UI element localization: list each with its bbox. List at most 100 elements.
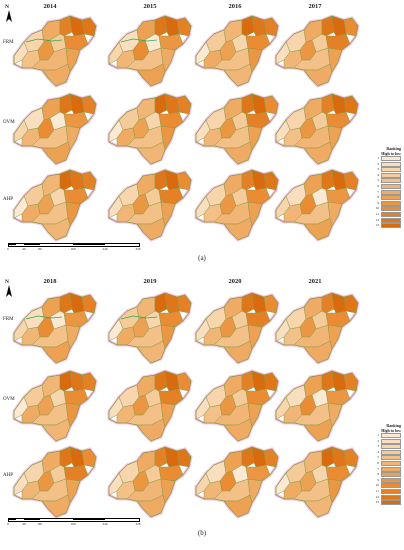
- legend-swatch: [381, 455, 401, 461]
- river-line: [25, 315, 63, 320]
- district-region: [81, 171, 97, 191]
- scale-bar: 0 40 80 160 240 320: [7, 518, 143, 530]
- legend-entry: 11: [367, 211, 401, 218]
- legend-swatch: [381, 200, 401, 206]
- scale-bar: 0 40 80 160 240 320: [7, 243, 143, 255]
- district-region: [81, 95, 97, 115]
- legend-swatch: [381, 449, 401, 455]
- north-arrow-icon: N: [4, 4, 14, 25]
- legend-rank-label: 4: [377, 449, 379, 454]
- legend-entry: 2: [367, 438, 401, 445]
- legend-swatch: [381, 167, 401, 173]
- method-label: OVM: [3, 397, 15, 402]
- legend: Ranking High to low 1 2 3 4 5 6 7 8 9 10 11 12 13: [367, 423, 401, 506]
- scale-bar-tick-label: 40: [22, 522, 26, 526]
- legend-rank-label: 9: [377, 477, 379, 482]
- legend-rank-label: 6: [377, 460, 379, 465]
- river-line: [120, 38, 158, 43]
- legend-swatch: [381, 488, 401, 494]
- legend-entry: 10: [367, 206, 401, 212]
- legend-rank-label: 12: [375, 217, 379, 222]
- legend-subtitle: High to low: [381, 428, 401, 433]
- choropleth-map: [190, 367, 282, 443]
- year-label: 2017: [308, 3, 322, 10]
- legend-rank-label: 8: [377, 195, 379, 200]
- year-label: 2018: [43, 278, 57, 285]
- north-arrow-icon: N: [4, 279, 14, 300]
- choropleth-map: [8, 12, 100, 88]
- choropleth-map: [270, 90, 362, 166]
- legend-swatch: [381, 161, 401, 167]
- legend-rank-label: 7: [377, 189, 379, 194]
- scale-bar-tick-label: 240: [102, 247, 108, 251]
- scale-bar-tick-label: 80: [38, 522, 42, 526]
- legend-swatch: [381, 189, 401, 195]
- legend-swatch: [381, 223, 401, 229]
- choropleth-map: [103, 443, 195, 519]
- choropleth-map: [190, 90, 282, 166]
- legend-swatch: [381, 494, 401, 500]
- choropleth-map: [270, 367, 362, 443]
- choropleth-map: [270, 166, 362, 242]
- method-label: AHP: [3, 197, 14, 202]
- legend-entry: 7: [367, 189, 401, 196]
- legend-rank-label: 2: [377, 438, 379, 443]
- year-label: 2020: [228, 278, 242, 285]
- choropleth-map: [190, 289, 282, 365]
- choropleth-map: [190, 443, 282, 519]
- legend-entry: 1: [367, 156, 401, 162]
- legend-rank-label: 5: [377, 178, 379, 183]
- legend-swatch: [381, 172, 401, 178]
- legend-rank-label: 1: [377, 156, 379, 160]
- legend-rank-label: 5: [377, 455, 379, 460]
- legend-entry: 10: [367, 483, 401, 489]
- legend-entry: 1: [367, 433, 401, 439]
- year-label: 2016: [228, 3, 242, 10]
- legend-entry: 13: [367, 500, 401, 506]
- legend-rank-label: 7: [377, 466, 379, 471]
- choropleth-map: [190, 166, 282, 242]
- scale-bar-tick-label: 40: [22, 247, 26, 251]
- scale-bar-tick-label: 0: [7, 247, 9, 251]
- legend-entry: 5: [367, 178, 401, 184]
- method-label: OVM: [3, 120, 15, 125]
- legend-entry: 13: [367, 223, 401, 229]
- legend-rank-label: 13: [375, 500, 379, 505]
- legend-entry: 2: [367, 161, 401, 168]
- legend-swatch: [381, 178, 401, 184]
- legend-swatch: [381, 460, 401, 466]
- legend-rank-label: 11: [375, 211, 379, 216]
- legend-rank-label: 10: [375, 483, 379, 488]
- choropleth-map: [103, 90, 195, 166]
- legend-title: Ranking: [386, 146, 401, 151]
- legend-swatch: [381, 211, 401, 217]
- legend-entry: 11: [367, 488, 401, 495]
- choropleth-map: [270, 443, 362, 519]
- legend-entry: 12: [367, 217, 401, 224]
- year-label: 2019: [143, 278, 157, 285]
- legend-swatch: [381, 195, 401, 201]
- legend-rank-label: 12: [375, 494, 379, 499]
- year-label: 2014: [43, 3, 57, 10]
- scale-bar-tick-label: 240: [102, 522, 108, 526]
- choropleth-map: [103, 12, 195, 88]
- legend-entry: 4: [367, 449, 401, 456]
- scale-bar-tick-label: 0: [7, 522, 9, 526]
- river-line: [25, 38, 63, 43]
- scale-bar-tick-label: 160: [70, 522, 76, 526]
- legend-swatch: [381, 483, 401, 489]
- choropleth-map: [8, 367, 100, 443]
- choropleth-map: [8, 166, 100, 242]
- choropleth-map: [270, 289, 362, 365]
- legend-rank-label: 3: [377, 167, 379, 172]
- legend-entry: 3: [367, 444, 401, 450]
- legend-swatch: [381, 466, 401, 472]
- legend-rank-label: 6: [377, 183, 379, 188]
- choropleth-map: [8, 443, 100, 519]
- legend-entry: 9: [367, 200, 401, 207]
- legend-rank-label: 2: [377, 161, 379, 166]
- choropleth-map: [103, 367, 195, 443]
- legend-swatch: [381, 438, 401, 444]
- legend-swatch: [381, 433, 401, 438]
- panel-b: N 2018 2019 2020 2021 FRM OVM AHP Rankin…: [0, 275, 404, 550]
